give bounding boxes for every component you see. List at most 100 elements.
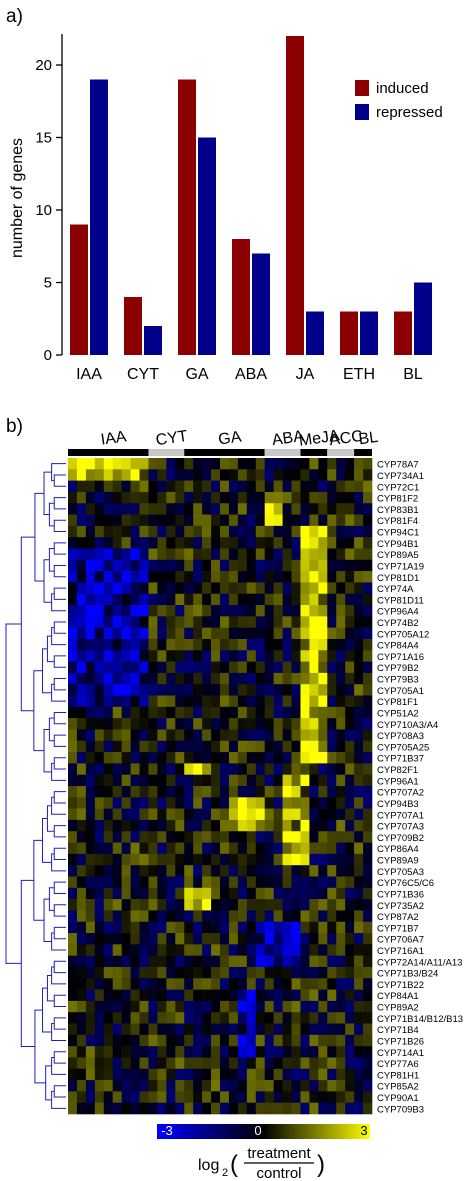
row-label: CYP714A1 — [377, 1048, 424, 1059]
heatmap-cell — [246, 774, 257, 787]
heatmap-cell — [166, 1068, 176, 1081]
heatmap-cell — [363, 763, 373, 775]
heatmap-cell — [228, 695, 239, 708]
heatmap-cell — [220, 650, 230, 662]
heatmap-cell — [184, 650, 194, 662]
colorbar-label-sub: 2 — [222, 1167, 228, 1179]
heatmap-cell — [291, 559, 301, 572]
heatmap-cell — [139, 672, 149, 685]
heatmap-cell — [85, 808, 96, 821]
heatmap-cell — [139, 1102, 149, 1115]
heatmap-cell — [345, 763, 355, 775]
heatmap-cell — [237, 797, 248, 809]
heatmap-cell — [282, 548, 292, 561]
heatmap-cell — [94, 582, 105, 595]
heatmap-cell — [363, 876, 373, 889]
heatmap-cell — [148, 627, 158, 640]
heatmap-cell — [130, 706, 140, 719]
heatmap-cell — [139, 763, 149, 775]
heatmap-cell — [85, 638, 96, 651]
heatmap-cell — [300, 774, 310, 787]
heatmap-cell — [175, 899, 185, 911]
group-label-acc: ACC — [328, 428, 364, 450]
heatmap-cell — [193, 525, 203, 538]
heatmap-cell — [148, 650, 158, 662]
heatmap-cell — [202, 661, 212, 674]
heatmap-cell — [336, 729, 346, 742]
heatmap-cell — [193, 955, 203, 968]
heatmap-cell — [300, 831, 310, 843]
heatmap-cell — [273, 887, 283, 900]
heatmap-cell — [184, 1091, 194, 1103]
heatmap-cell — [103, 1046, 113, 1058]
heatmap-cell — [363, 1023, 373, 1036]
heatmap-cell — [211, 503, 221, 515]
heatmap-cell — [246, 537, 257, 549]
heatmap-cell — [345, 650, 355, 662]
heatmap-cell — [282, 1080, 292, 1092]
heatmap-cell — [76, 808, 87, 821]
heatmap-cell — [193, 1023, 203, 1036]
heatmap-cell — [94, 808, 105, 821]
heatmap-cell — [300, 548, 310, 561]
heatmap-cell — [246, 1046, 257, 1058]
heatmap-cell — [68, 740, 78, 753]
heatmap-cell — [103, 899, 113, 911]
heatmap-cell — [318, 571, 328, 583]
heatmap-cell — [166, 740, 176, 753]
bar-bl-induced — [394, 311, 412, 355]
heatmap-cell — [68, 887, 78, 900]
heatmap-cell — [130, 458, 140, 470]
heatmap-cell — [264, 819, 274, 832]
dendrogram-branch — [46, 974, 55, 1002]
heatmap-cell — [345, 729, 355, 742]
heatmap-cell — [264, 537, 274, 549]
heatmap-cell — [130, 1080, 140, 1092]
heatmap-cell — [202, 469, 212, 481]
heatmap-cell — [309, 808, 319, 821]
heatmap-cell — [220, 684, 230, 696]
heatmap-cell — [237, 876, 248, 889]
heatmap-cell — [327, 989, 337, 1002]
heatmap-cell — [237, 458, 248, 470]
heatmap-cell — [354, 706, 364, 719]
heatmap-cell — [211, 1012, 221, 1024]
heatmap-cell — [112, 559, 122, 572]
heatmap-cell — [139, 548, 149, 561]
heatmap-cell — [246, 1012, 257, 1024]
heatmap-cell — [282, 571, 292, 583]
heatmap-cell — [354, 740, 364, 753]
heatmap-cell — [211, 944, 221, 956]
heatmap-cell — [121, 978, 131, 990]
heatmap-cell — [264, 944, 274, 956]
heatmap-cell — [68, 1012, 78, 1024]
heatmap-cell — [94, 933, 105, 945]
heatmap-cell — [148, 944, 158, 956]
heatmap-cell — [282, 978, 292, 990]
heatmap-cell — [273, 582, 283, 595]
heatmap-cell — [228, 966, 239, 979]
heatmap-cell — [139, 582, 149, 595]
heatmap-cell — [363, 921, 373, 934]
heatmap-cell — [76, 989, 87, 1002]
heatmap-cell — [273, 865, 283, 877]
heatmap-cell — [345, 525, 355, 538]
heatmap-cell — [246, 491, 257, 504]
heatmap-cell — [220, 491, 230, 504]
row-label: CYP81D1 — [377, 573, 419, 584]
heatmap-cell — [166, 1012, 176, 1024]
row-label: CYP71B4 — [377, 1025, 419, 1036]
row-label: CYP71B26 — [377, 1037, 424, 1048]
heatmap-cell — [121, 706, 131, 719]
heatmap-cell — [85, 865, 96, 877]
heatmap-cell — [121, 819, 131, 832]
heatmap-cell — [94, 910, 105, 923]
heatmap-cell — [300, 899, 310, 911]
heatmap-cell — [211, 819, 221, 832]
heatmap-cell — [309, 1023, 319, 1036]
heatmap-cell — [264, 661, 274, 674]
heatmap-cell — [175, 638, 185, 651]
heatmap-cell — [327, 1091, 337, 1103]
heatmap-cell — [68, 752, 78, 764]
heatmap-cell — [264, 1046, 274, 1058]
